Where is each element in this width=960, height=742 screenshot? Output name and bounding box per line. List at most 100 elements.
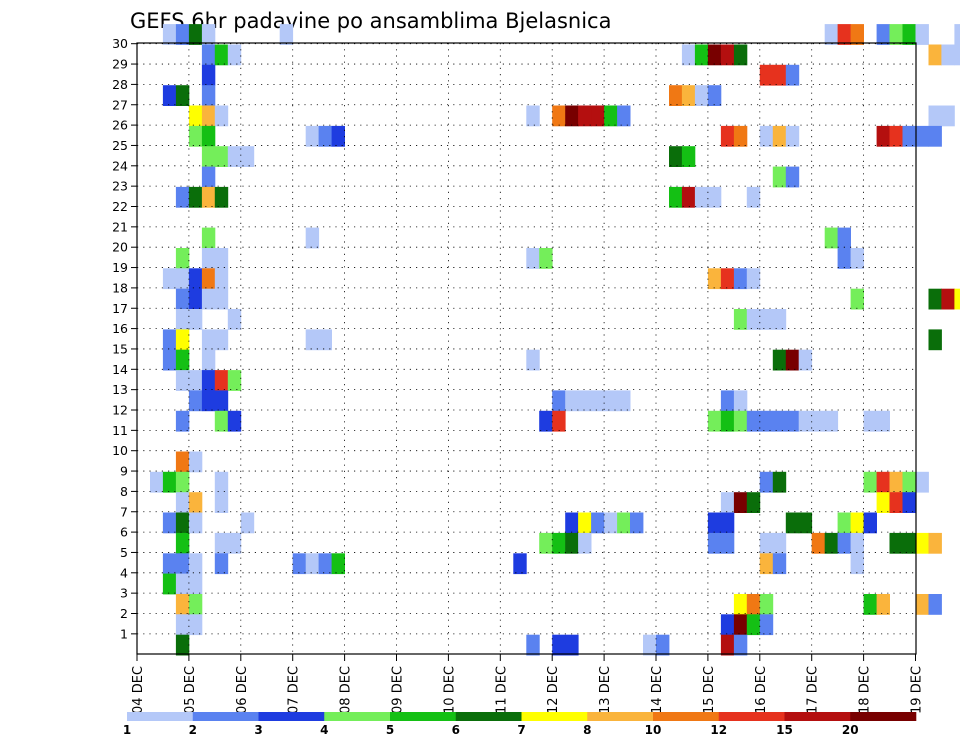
y-tick-label: 18 [112,280,128,295]
heatmap-cell [772,532,787,554]
heatmap-cell [227,532,242,554]
heatmap-cell [214,370,229,391]
heatmap-cell [240,512,255,534]
heatmap-cell [928,125,942,147]
heatmap-cell [824,532,839,554]
heatmap-cell [681,44,696,66]
heatmap-cell [759,410,774,432]
heatmap-cell [863,594,877,615]
heatmap-cell [539,532,553,554]
x-tick-label: 19 DEC [910,666,925,714]
heatmap-cell [643,634,657,656]
x-tick-label: 17 DEC [806,666,821,714]
heatmap-cell [175,573,190,595]
heatmap-cell [876,594,890,615]
heatmap-cell [850,553,864,575]
heatmap-cell [214,492,229,513]
y-tick-label: 6 [120,525,128,540]
heatmap-cell [188,573,203,595]
colorbar-label: 4 [320,723,328,737]
heatmap-cell [565,105,579,127]
heatmap-cell [552,390,566,412]
heatmap-cell [162,268,177,290]
heatmap-cell [214,532,229,554]
heatmap-cell [720,492,735,513]
heatmap-cell [889,492,903,513]
heatmap-cell [201,329,216,351]
y-tick-label: 10 [112,443,128,458]
heatmap-cell [214,410,229,432]
heatmap-cell [759,64,774,86]
heatmap-cell [162,512,177,534]
heatmap-cell [669,186,683,208]
heatmap-cell [162,349,177,371]
y-tick-label: 8 [120,484,128,499]
heatmap-cell [565,532,579,554]
heatmap-cell [941,44,955,66]
heatmap-cell [902,471,916,493]
heatmap-cell [565,390,579,412]
y-tick-label: 21 [112,219,128,234]
heatmap-cell [733,594,748,615]
x-tick-label: 13 DEC [598,666,613,714]
heatmap-cell [201,248,216,269]
heatmap-cell [837,512,851,534]
heatmap-cell [201,268,216,290]
heatmap-cell [175,288,190,310]
heatmap-cell [227,370,242,391]
x-tick-label: 07 DEC [287,666,302,714]
heatmap-cell [720,634,735,656]
heatmap-cell [759,532,774,554]
heatmap-cell [227,44,242,66]
heatmap-cell [162,85,177,106]
heatmap-cell [876,125,890,147]
heatmap-cell [928,532,942,554]
heatmap-cell [318,125,332,147]
heatmap-cell [772,166,787,188]
colorbar-label: 8 [583,723,591,737]
heatmap-cell [201,125,216,147]
heatmap-cell [175,634,190,656]
heatmap-cell [941,288,955,310]
grid-lines [137,43,916,654]
heatmap-cell [785,410,800,432]
heatmap-cell [175,309,190,330]
heatmap-cell [214,44,229,66]
heatmap-cell [604,105,618,127]
heatmap-cell [785,125,800,147]
heatmap-cell [175,349,190,371]
heatmap-cell [162,471,177,493]
colorbar-label: 20 [842,723,859,737]
heatmap-cell [759,553,774,575]
heatmap-cell [733,268,748,290]
heatmap-cell [772,553,787,575]
heatmap-cell [214,268,229,290]
heatmap-cell [188,512,203,534]
heatmap-cell [175,451,190,473]
heatmap-cell [720,44,735,66]
heatmap-cell [279,24,294,45]
heatmap-cell [889,125,903,147]
colorbar: 1 2 3 4 5 6 7 8 10 12 15 20 [123,712,917,737]
heatmap-cell [785,166,800,188]
heatmap-cell [733,410,748,432]
colorbar-swatch [258,712,325,721]
heatmap-cell [681,146,696,167]
heatmap-cell [707,410,722,432]
heatmap-cell [915,594,929,615]
heatmap-cell [188,451,203,473]
heatmap-cell [681,186,696,208]
heatmap-cell [746,492,761,513]
heatmap-cell [720,268,735,290]
heatmap-cell [565,634,579,656]
x-tick-label: 10 DEC [442,666,457,714]
heatmap-cell [578,105,592,127]
heatmap-cell [850,288,864,310]
heatmap-cell [746,309,761,330]
y-tick-label: 17 [112,301,128,316]
heatmap-cell [214,146,229,167]
heatmap-cell [150,471,164,493]
heatmap-cell [902,24,916,45]
heatmap-cell [188,288,203,310]
heatmap-cell [578,512,592,534]
